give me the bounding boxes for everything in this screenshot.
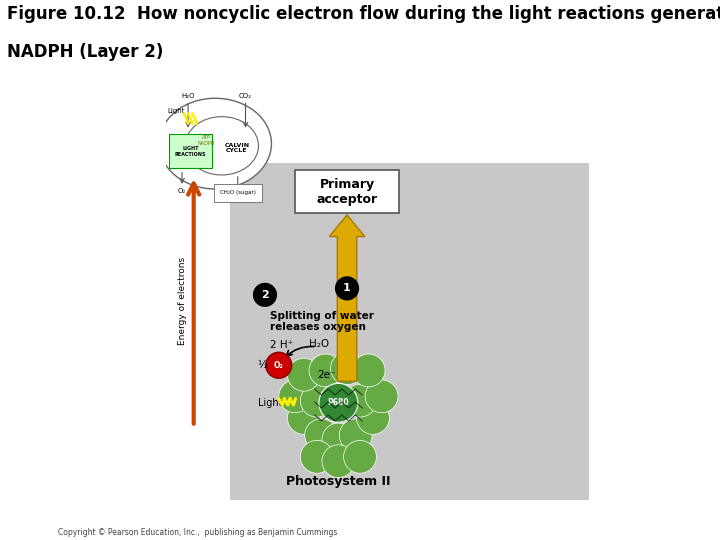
Text: 1: 1 [343,284,351,293]
FancyBboxPatch shape [215,184,261,202]
Text: NADPH: NADPH [198,141,215,146]
Text: Photosystem II: Photosystem II [286,475,391,488]
Text: Splitting of water
releases oxygen: Splitting of water releases oxygen [270,311,374,333]
Circle shape [322,423,355,456]
Text: Energy of electrons: Energy of electrons [178,257,186,346]
Text: 2e⁻: 2e⁻ [317,370,336,380]
Circle shape [253,283,277,307]
Text: Primary
acceptor: Primary acceptor [317,178,377,206]
FancyArrow shape [329,215,365,381]
Circle shape [309,354,342,387]
Text: Copyright © Pearson Education, Inc.,  publishing as Benjamin Cummings: Copyright © Pearson Education, Inc., pub… [58,528,337,537]
Text: LIGHT
REACTIONS: LIGHT REACTIONS [175,146,206,157]
Circle shape [339,419,372,451]
Text: CO₂: CO₂ [239,93,252,99]
Ellipse shape [185,117,258,175]
Circle shape [287,359,320,391]
Text: 2 H⁺: 2 H⁺ [270,340,293,350]
Text: Figure 10.12  How noncyclic electron flow during the light reactions generates A: Figure 10.12 How noncyclic electron flow… [7,5,720,23]
Circle shape [319,383,358,422]
Ellipse shape [159,98,271,189]
Circle shape [266,352,292,378]
Text: 2: 2 [261,290,269,300]
FancyBboxPatch shape [169,134,212,168]
Circle shape [352,354,385,387]
Text: Light: Light [168,108,185,114]
Text: NADPH (Layer 2): NADPH (Layer 2) [7,43,163,61]
Circle shape [343,384,377,417]
Circle shape [322,445,355,477]
Circle shape [356,402,390,434]
Circle shape [365,380,398,413]
Text: H₂O: H₂O [309,339,329,349]
Circle shape [343,441,377,473]
FancyBboxPatch shape [230,163,589,500]
FancyBboxPatch shape [295,171,399,213]
Text: O₂: O₂ [274,361,284,370]
Circle shape [330,352,364,384]
Text: ½: ½ [258,360,268,370]
Circle shape [300,441,333,473]
Text: O₂: O₂ [178,188,186,194]
Text: ATP: ATP [202,134,211,140]
Text: P680: P680 [328,399,349,407]
Text: CH₂O (sugar): CH₂O (sugar) [220,191,256,195]
Circle shape [305,419,338,451]
Text: CALVIN
CYCLE: CALVIN CYCLE [225,143,249,153]
Text: H₂O: H₂O [181,93,195,99]
Circle shape [287,402,320,434]
Circle shape [279,380,312,413]
Text: Light: Light [258,398,283,408]
Circle shape [300,384,333,417]
Circle shape [335,276,359,300]
